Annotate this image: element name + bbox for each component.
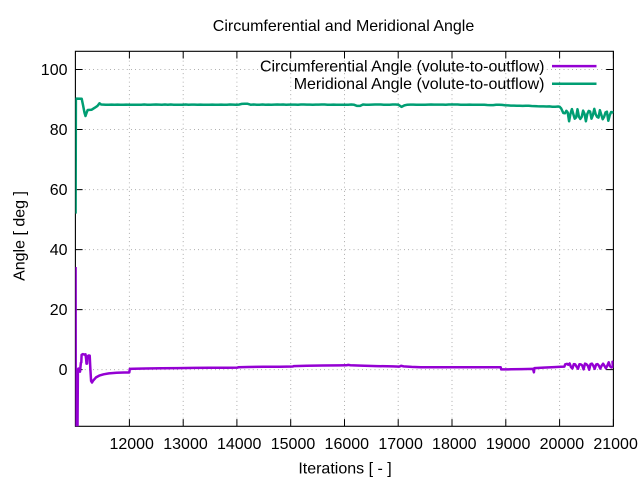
svg-text:40: 40: [50, 242, 68, 259]
svg-text:17000: 17000: [378, 436, 423, 453]
svg-text:80: 80: [50, 122, 68, 139]
svg-text:12000: 12000: [109, 436, 154, 453]
svg-text:14000: 14000: [217, 436, 262, 453]
svg-text:13000: 13000: [163, 436, 208, 453]
svg-text:19000: 19000: [486, 436, 531, 453]
svg-text:Iterations [ - ]: Iterations [ - ]: [298, 461, 391, 478]
svg-text:Circumferential Angle (volute-: Circumferential Angle (volute-to-outflow…: [260, 59, 545, 76]
svg-text:15000: 15000: [271, 436, 316, 453]
svg-text:60: 60: [50, 182, 68, 199]
svg-text:0: 0: [59, 362, 68, 379]
svg-text:Circumferential and Meridional: Circumferential and Meridional Angle: [213, 18, 475, 35]
svg-text:100: 100: [41, 62, 68, 79]
svg-text:16000: 16000: [325, 436, 370, 453]
svg-text:20000: 20000: [540, 436, 585, 453]
svg-text:Angle [ deg ]: Angle [ deg ]: [12, 191, 29, 281]
svg-text:21000: 21000: [593, 436, 638, 453]
svg-text:18000: 18000: [432, 436, 477, 453]
svg-text:20: 20: [50, 302, 68, 319]
svg-text:Meridional Angle (volute-to-ou: Meridional Angle (volute-to-outflow): [294, 76, 545, 93]
